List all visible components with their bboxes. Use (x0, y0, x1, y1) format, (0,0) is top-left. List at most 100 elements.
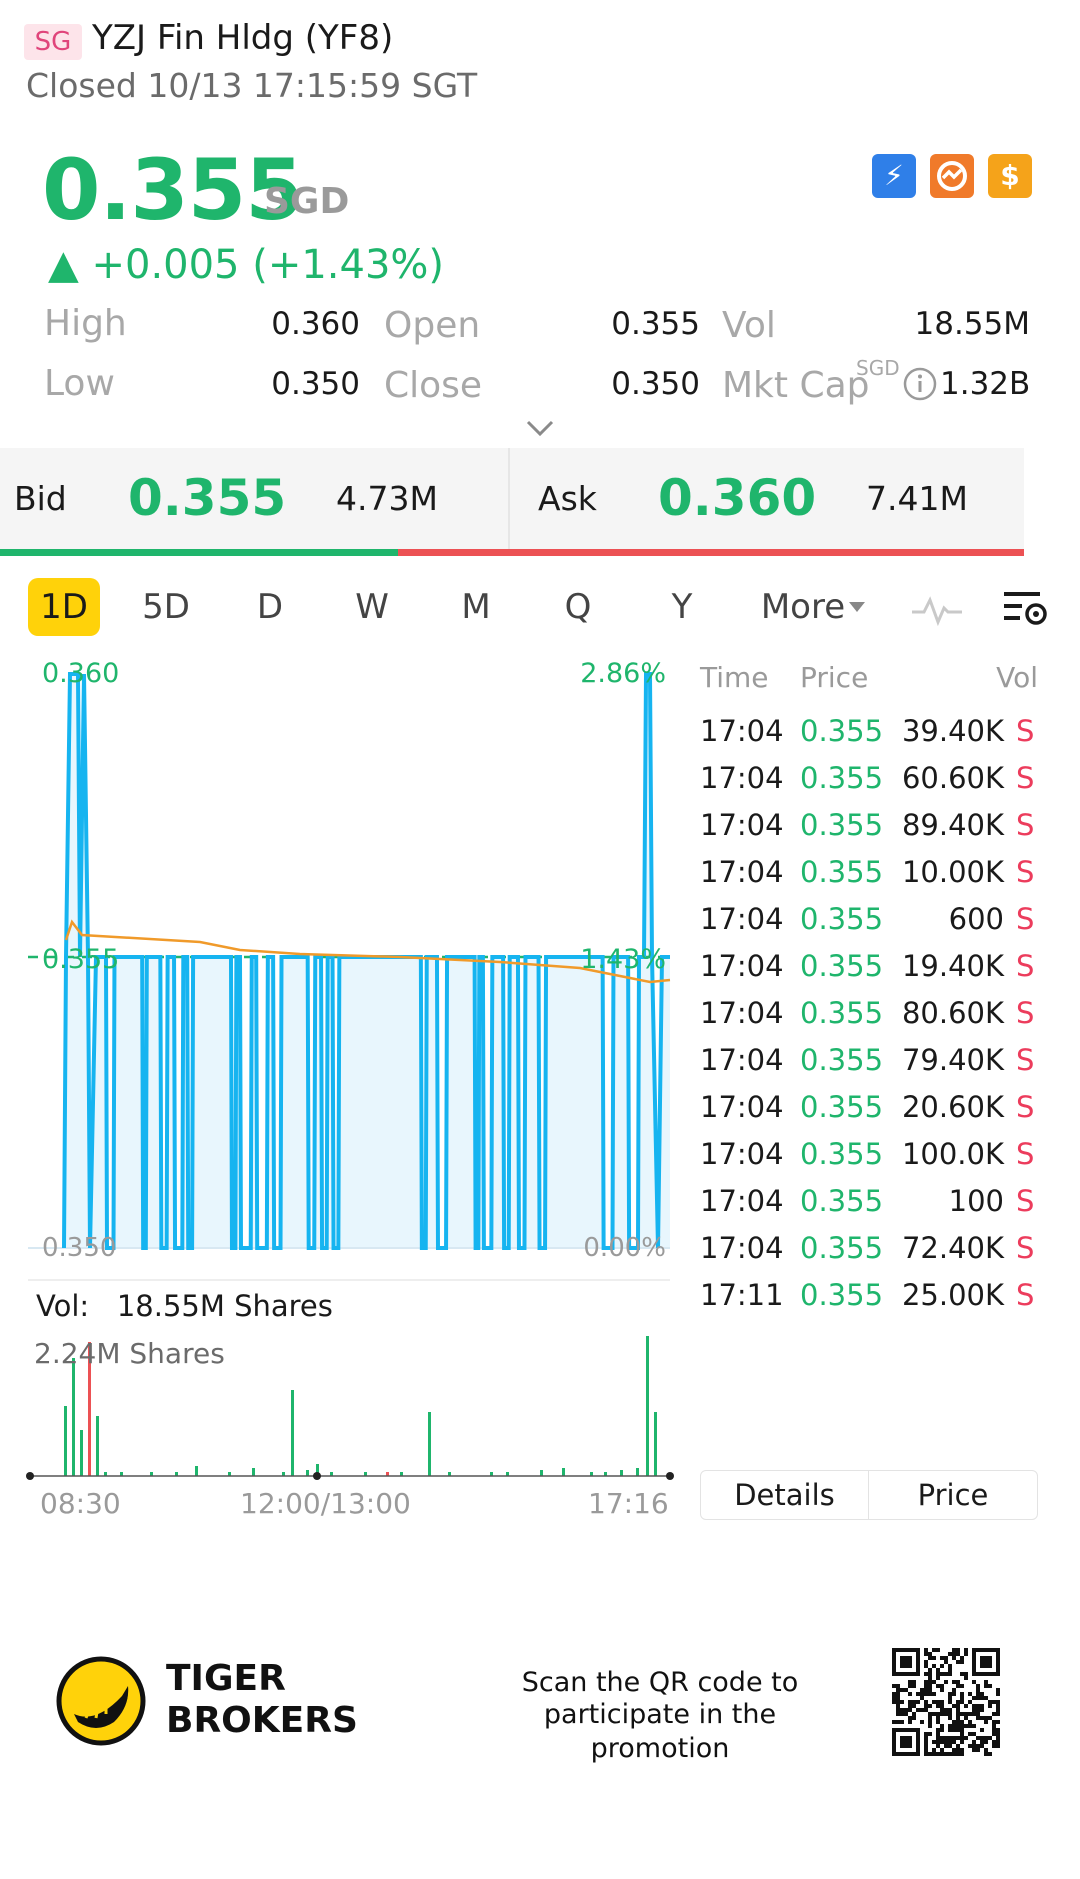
qr-module (964, 1724, 968, 1728)
trade-row: 17:04 0.355 89.40K S (690, 805, 1050, 845)
qr-module (948, 1744, 952, 1748)
qr-module (952, 1652, 956, 1656)
qr-module (976, 1688, 980, 1692)
qr-module (964, 1736, 968, 1740)
pct-axis-top-label: 2.86% (580, 658, 666, 689)
qr-module (928, 1724, 932, 1728)
qr-module (924, 1748, 928, 1752)
y-axis-bottom-label: 0.350 (42, 1233, 116, 1263)
details-button[interactable]: Details (701, 1471, 869, 1519)
tab-1d[interactable]: 1D (28, 578, 100, 636)
pct-axis-bottom-label: 0.00% (583, 1233, 666, 1263)
price-currency: SGD (264, 181, 350, 222)
qr-module (980, 1696, 984, 1700)
ask-label: Ask (538, 479, 597, 518)
volume-bar (72, 1358, 75, 1476)
qr-module (936, 1740, 940, 1744)
chevron-down-icon[interactable] (524, 414, 556, 440)
qr-module (956, 1724, 960, 1728)
qr-module (984, 1684, 988, 1688)
qr-module (924, 1684, 928, 1688)
tab-y[interactable]: Y (671, 587, 693, 627)
qr-module (896, 1688, 900, 1692)
vol-label: Vol (722, 305, 776, 346)
qr-module (976, 1736, 980, 1740)
tab-more[interactable]: More (760, 587, 846, 627)
volume-bar (540, 1470, 543, 1476)
qr-module (956, 1720, 960, 1724)
qr-module (892, 1696, 896, 1700)
qr-module (996, 1688, 1000, 1692)
trade-row: 17:04 0.355 39.40K S (690, 711, 1050, 751)
info-icon[interactable] (902, 366, 938, 402)
qr-module (912, 1716, 916, 1720)
price-button[interactable]: Price (917, 1478, 989, 1512)
price-line (62, 672, 670, 1250)
qr-module (892, 1684, 896, 1688)
qr-module (944, 1752, 948, 1756)
qr-module (948, 1728, 952, 1732)
trade-volume: 25.00K (901, 1278, 1004, 1312)
volume-value: 18.55M Shares (116, 1289, 333, 1323)
volume-bar (604, 1472, 607, 1476)
qr-module (944, 1708, 948, 1712)
tab-q[interactable]: Q (564, 587, 592, 627)
trades-list[interactable]: 17:040.355100.0KS17:040.35539.40KS17:040… (690, 700, 1050, 1460)
qr-module (920, 1696, 924, 1700)
qr-module (980, 1708, 984, 1712)
axis-end-dot (666, 1472, 674, 1480)
qr-module (964, 1652, 968, 1656)
trade-side: S (1016, 1231, 1035, 1265)
qr-module (980, 1740, 984, 1744)
qr-module (988, 1684, 992, 1688)
qr-module (960, 1696, 964, 1700)
volume-summary: Vol: 18.55M Shares (36, 1286, 333, 1326)
tab-m[interactable]: M (461, 587, 491, 627)
x-axis-mid: 12:00/13:00 (240, 1487, 411, 1520)
trade-row: 17:11 0.355 25.00K S (690, 1275, 1050, 1315)
tiger-icon[interactable] (930, 154, 974, 198)
qr-module (948, 1692, 952, 1696)
qr-module (952, 1724, 956, 1728)
qr-module (960, 1656, 964, 1660)
qr-module (964, 1716, 968, 1720)
dollar-icon[interactable]: $ (988, 154, 1032, 198)
chart-settings-icon[interactable] (1002, 586, 1050, 632)
promo-line2: participate in the promotion (543, 1699, 777, 1764)
tab-5d[interactable]: 5D (142, 587, 190, 627)
qr-module (948, 1652, 952, 1656)
trade-side: S (1016, 949, 1035, 983)
qr-module (960, 1740, 964, 1744)
qr-module (940, 1728, 944, 1732)
qr-module (984, 1740, 988, 1744)
qr-module (952, 1748, 956, 1752)
qr-module (944, 1740, 948, 1744)
trade-side: S (1016, 714, 1035, 748)
brand-line1: TIGER (166, 1658, 286, 1699)
trade-volume: 100 (948, 1184, 1004, 1218)
trade-price: 0.355 (800, 1231, 884, 1265)
qr-module (896, 1700, 900, 1704)
qr-module (928, 1704, 932, 1708)
trade-volume: 39.40K (901, 714, 1004, 748)
tab-d[interactable]: D (256, 587, 284, 627)
qr-module (952, 1728, 956, 1732)
tab-w[interactable]: W (355, 587, 389, 627)
intraday-chart[interactable]: 0.360 0.355 0.350 2.86% 1.43% 0.00% (0, 650, 680, 1510)
indicator-icon[interactable] (910, 590, 964, 630)
x-axis-start: 08:30 (40, 1487, 121, 1520)
qr-module (924, 1700, 928, 1704)
lightning-icon[interactable]: ⚡ (872, 154, 916, 198)
qr-module (952, 1648, 956, 1652)
qr-module (980, 1744, 984, 1748)
qr-module (996, 1712, 1000, 1716)
volume-bar (490, 1472, 493, 1476)
qr-module (932, 1664, 936, 1668)
qr-module (928, 1716, 932, 1720)
qr-module (956, 1728, 960, 1732)
volume-bars (64, 1336, 657, 1476)
qr-module (908, 1704, 912, 1708)
qr-module (972, 1748, 976, 1752)
qr-module (972, 1712, 976, 1716)
mktcap-value: 1.32B (940, 366, 1031, 402)
